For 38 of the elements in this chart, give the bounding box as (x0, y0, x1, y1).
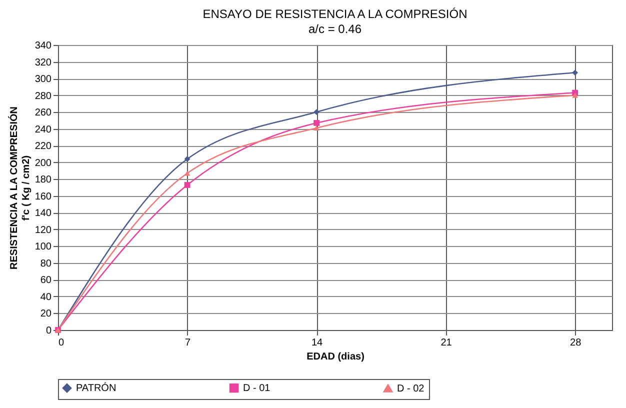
y-tick-label: 180 (34, 174, 52, 186)
x-tick-label: 14 (311, 338, 324, 348)
legend-label: D - 01 (243, 383, 271, 394)
chart-title: ENSAYO DE RESISTENCIA A LA COMPRESIÓN (202, 7, 468, 21)
point (314, 125, 320, 131)
y-tick-label: 100 (34, 242, 52, 253)
y-tick-label: 0 (46, 326, 52, 336)
y-tick-label: 280 (34, 90, 52, 102)
x-tick-label: 0 (58, 338, 64, 348)
x-tick-label: 21 (440, 338, 452, 348)
y-tick-label: 220 (34, 141, 52, 152)
y-tick-label: 160 (34, 191, 52, 202)
legend-label: PATRÓN (76, 382, 116, 394)
point (572, 70, 578, 76)
point (314, 120, 320, 126)
x-axis-title: EDAD (dias) (306, 352, 364, 362)
y-tick-label: 200 (34, 158, 52, 169)
y-tick-label: 20 (40, 308, 52, 320)
chart-subtitle: a/c = 0.46 (308, 22, 362, 36)
y-tick-label: 120 (34, 224, 52, 236)
x-tick-label: 7 (184, 338, 191, 348)
point (184, 170, 190, 176)
x-tick-label: 28 (570, 338, 582, 348)
y-tick-label: 240 (34, 124, 52, 136)
y-tick-label: 60 (40, 275, 52, 286)
point (314, 109, 320, 116)
y-tick-label: 260 (34, 108, 52, 119)
point (184, 182, 190, 188)
y-tick-label: 40 (40, 292, 52, 303)
point (184, 156, 190, 162)
y-tick-label: 140 (34, 208, 52, 220)
y-axis-title: RESISTENCIA A LA COMPRESIÓN f'c ( Kg / cm2) (8, 106, 32, 270)
y-tick-label: 80 (40, 258, 52, 270)
point (572, 92, 578, 98)
y-tick-label: 320 (34, 57, 52, 68)
y-tick-label: 340 (34, 40, 52, 52)
y-tick-label: 300 (34, 74, 52, 86)
legend-label: D - 02 (397, 383, 425, 394)
